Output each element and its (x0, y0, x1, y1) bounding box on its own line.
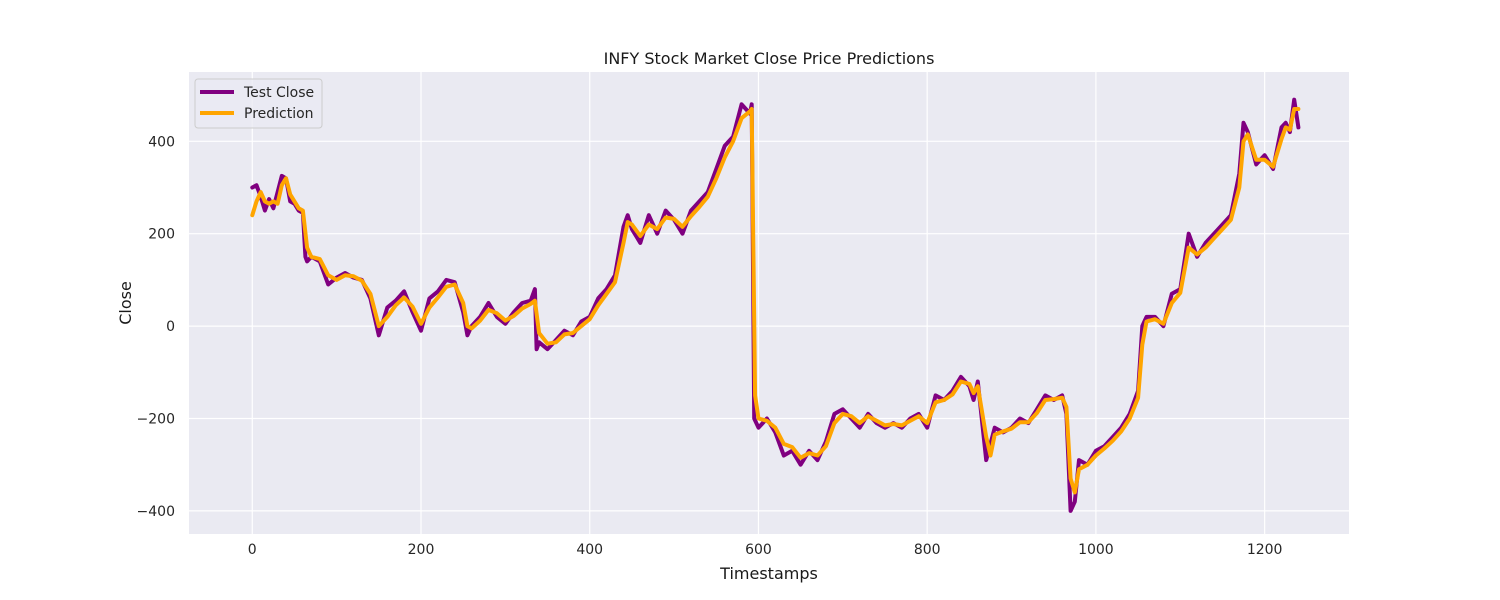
x-axis-label: Timestamps (719, 564, 818, 583)
y-tick-label: 200 (148, 227, 175, 243)
x-tick-label: 1200 (1247, 542, 1283, 558)
legend-label-test-close: Test Close (243, 85, 314, 101)
series-line-test-close (250, 97, 1301, 513)
plot-area (189, 72, 1349, 534)
x-tick-label: 0 (248, 542, 257, 558)
legend: Test Close Prediction (194, 78, 323, 129)
x-tick-label: 200 (408, 542, 435, 558)
x-tick-label: 1000 (1078, 542, 1114, 558)
chart-title: INFY Stock Market Close Price Prediction… (604, 49, 935, 68)
x-tick-label: 600 (745, 542, 772, 558)
y-tick-label: 0 (166, 319, 175, 335)
x-tick-label: 800 (914, 542, 941, 558)
grid (189, 72, 1349, 534)
ticks: 0 200 400 600 800 1000 1200 −400 −200 0 200 400 (137, 134, 1283, 558)
legend-label-prediction: Prediction (244, 106, 314, 122)
y-tick-label: −400 (137, 504, 175, 520)
y-tick-label: 400 (148, 134, 175, 150)
series-line-prediction (250, 107, 1301, 495)
series-layer (250, 97, 1301, 513)
y-axis-label: Close (116, 281, 135, 325)
y-tick-label: −200 (137, 412, 175, 428)
x-tick-label: 400 (576, 542, 603, 558)
